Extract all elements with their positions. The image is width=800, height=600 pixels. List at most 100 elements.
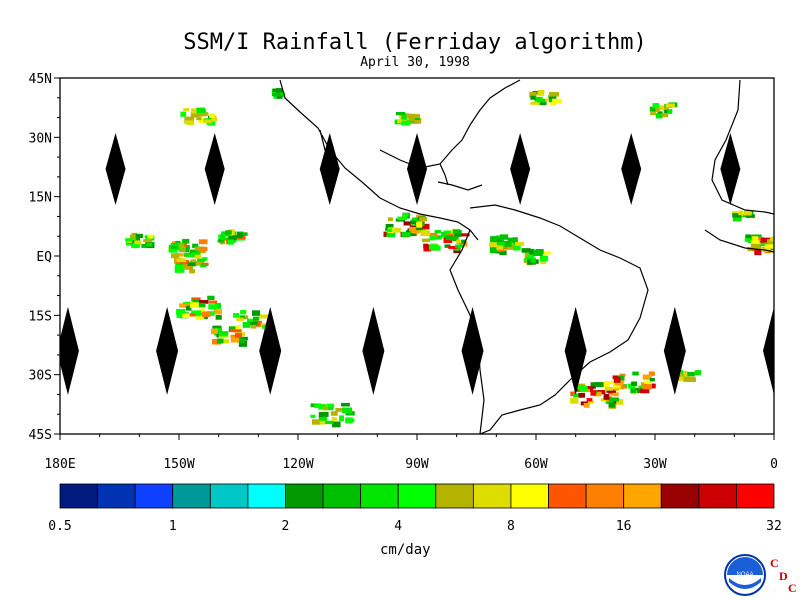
lat-tick-label: 15S [29,309,52,324]
rain-cell [338,415,345,422]
rain-cell [238,340,247,347]
lon-tick-label: 120W [282,457,313,470]
rain-cell [191,299,201,305]
rain-cell [189,249,200,254]
rain-cell [537,99,546,103]
rain-cell [271,92,281,97]
rain-cell [194,246,201,251]
rain-cell [744,210,752,216]
lat-tick-label: 45N [29,72,52,87]
rain-cell [209,300,218,304]
colorbar-box [585,483,625,509]
longitude-axis: 180E 150W 120W 90W 60W 30W 0 [44,434,778,470]
rain-cell [318,411,329,417]
rain-cell [733,217,742,222]
rain-cell [326,403,334,409]
rain-cell [221,339,230,344]
rain-cell [401,114,407,120]
rain-cell [345,417,353,424]
colorbar-box [172,483,211,509]
colorbar-box [97,483,136,509]
rain-cell [506,244,515,250]
rain-cell [174,264,184,271]
colorbar-tick-label: 2 [282,519,290,534]
rain-cell [644,380,652,386]
rain-cell [745,214,755,218]
noaa-cdc-logo: NOAA C D C [724,554,797,596]
colorbar-box [435,483,474,509]
rain-cell [208,121,216,126]
data-gap-diamond [156,306,179,395]
rain-cell [604,380,614,385]
rain-cell [632,371,639,376]
rain-cell [665,103,675,108]
lat-tick-label: 30S [29,369,52,384]
rain-cell [187,262,196,266]
rain-cell [207,295,215,301]
colorbar-tick-label: 8 [507,519,515,534]
colorbar-box [698,483,737,509]
rain-cell [489,247,497,254]
rain-cell [649,106,656,112]
rain-cell [325,420,334,425]
rain-cell [615,384,625,390]
rain-cell [754,249,762,256]
lon-tick-label: 180E [44,457,75,470]
colorbar-box [472,483,512,509]
rain-cell [342,407,353,414]
noaa-logo-text: NOAA [736,572,753,578]
rain-cell [182,238,190,244]
rain-cell [387,217,393,222]
rain-cell [744,238,750,242]
rain-cell [214,302,222,309]
rain-cell [513,245,521,251]
rain-cell [247,318,257,324]
rain-cell [608,402,616,408]
colorbar-box [548,483,587,509]
rain-cell [401,232,411,237]
rain-cell [456,239,462,244]
lat-tick-label: 45S [29,428,52,443]
rain-cell [175,240,181,245]
data-gap-diamond [259,306,282,395]
rain-cell [209,113,215,118]
rain-cell [180,111,186,117]
rain-cell [606,389,616,393]
rain-cell [583,386,593,392]
rain-cell [661,112,669,118]
rain-cell [609,397,619,402]
rain-cell [572,393,579,398]
rain-cell [613,382,620,389]
rain-cell [764,244,774,249]
rain-cell [731,211,738,215]
rain-cell [141,243,147,248]
rain-cell [134,240,142,245]
rain-cell [496,243,503,250]
rain-cell [236,338,245,343]
rain-cell [194,254,202,259]
rain-cell [211,116,218,122]
rain-cell [409,226,419,232]
rain-cell [667,109,673,114]
data-gap-diamond [461,306,484,395]
rain-cell [171,244,177,249]
rain-cell [199,308,205,313]
lat-tick-label: 15N [29,191,52,206]
rain-cell [664,109,670,114]
rain-cell [195,261,204,266]
rain-cell [570,391,576,397]
rain-cell [530,257,536,263]
colorbar-labels: 0.5 1 2 4 8 16 32 [48,519,782,534]
colorbar-units: cm/day [380,542,431,558]
rain-cell [181,265,190,270]
rain-cell [621,385,627,389]
rain-cell [524,252,530,258]
colorbar-boxes [59,483,775,509]
rain-cell [593,382,604,388]
rain-cell [532,90,542,95]
rain-cell [612,392,619,397]
rain-cell [613,386,620,391]
rain-cell [176,309,186,316]
lon-tick-label: 60W [524,457,548,470]
rain-cell [540,255,548,262]
